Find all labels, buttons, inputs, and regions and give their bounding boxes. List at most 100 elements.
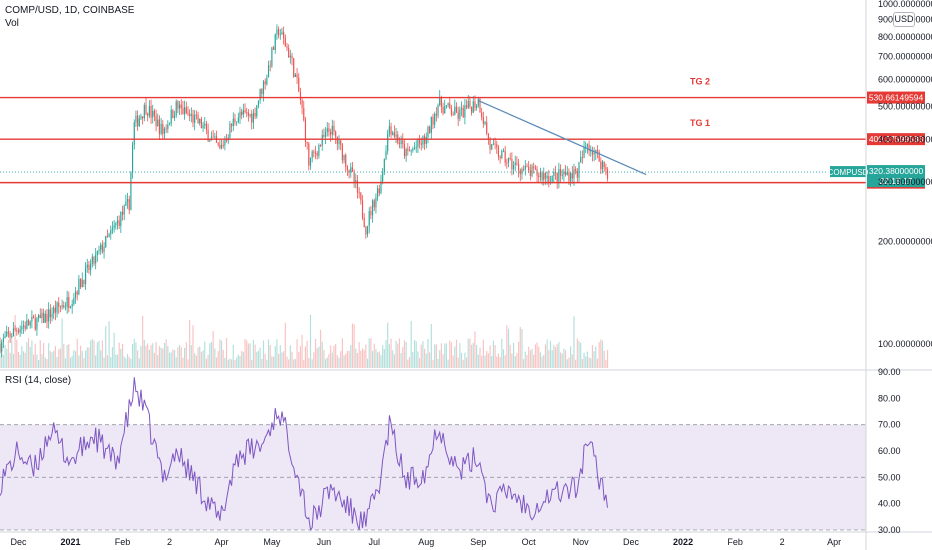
volume-bar (387, 322, 389, 368)
volume-bar (415, 341, 417, 368)
candle-body (356, 180, 359, 193)
volume-bar (210, 341, 213, 368)
price-tick-label: 800.00000000 (878, 32, 932, 42)
volume-bar (199, 346, 201, 368)
candle-body (338, 140, 340, 144)
candle-body (262, 81, 265, 95)
candle-body (61, 305, 63, 308)
volume-bar (457, 357, 459, 368)
currency-badge[interactable]: USD (893, 12, 915, 27)
volume-bar (378, 351, 380, 368)
candle-body (333, 125, 335, 132)
volume-bar (22, 351, 25, 368)
volume-bar (335, 343, 337, 368)
volume-bar (373, 343, 375, 368)
volume-bar (524, 351, 526, 368)
candle-body (606, 169, 609, 179)
candle-body (306, 141, 308, 144)
candle-body (559, 169, 562, 176)
candle-body (449, 103, 451, 109)
descending-trendline (478, 99, 647, 176)
volume-bar (272, 356, 275, 368)
candle-body (319, 145, 322, 146)
candle-body (365, 226, 367, 235)
volume-bar (308, 357, 310, 368)
candle-body (66, 297, 68, 307)
candle-body (160, 124, 162, 134)
time-tick-label: Feb (115, 537, 131, 547)
volume-bar (311, 359, 313, 368)
volume-bar (393, 354, 395, 368)
candle-body (225, 140, 228, 141)
candle-body (2, 338, 4, 342)
volume-bar (465, 357, 468, 368)
volume-bar (93, 340, 95, 368)
volume-bar (160, 347, 162, 368)
volume-bar (351, 323, 354, 368)
candle-body (519, 170, 521, 175)
volume-bar (583, 352, 585, 368)
candle-body (125, 201, 127, 206)
volume-bar (261, 359, 263, 368)
volume-bar (358, 342, 360, 368)
volume-bar (225, 338, 228, 368)
volume-bar (422, 341, 424, 368)
candle-body (313, 151, 315, 153)
volume-bar (590, 358, 592, 368)
volume-bar (147, 343, 149, 368)
volume-bar (558, 341, 560, 368)
volume-bar (509, 344, 511, 368)
volume-bar (63, 344, 65, 368)
volume-bar (314, 338, 317, 368)
candle-body (130, 172, 132, 211)
volume-bar (356, 352, 359, 368)
price-tick-label: 500.00000000 (878, 101, 932, 111)
candle-body (486, 122, 488, 134)
candle-body (585, 146, 587, 148)
volume-bar (561, 353, 563, 368)
volume-bar (137, 350, 139, 368)
volume-bar (227, 359, 229, 368)
candle-body (494, 143, 496, 145)
volume-bar (432, 359, 434, 368)
candle-body (165, 128, 167, 130)
candle-body (24, 325, 26, 329)
candle-body (507, 157, 510, 163)
volume-bar (388, 344, 390, 368)
candle-body (259, 88, 261, 101)
volume-bar (501, 338, 503, 368)
candle-body (484, 122, 486, 124)
candle-body (405, 149, 407, 157)
volume-bar (95, 355, 97, 368)
candle-body (501, 150, 503, 158)
candle-body (395, 134, 397, 137)
candle-body (91, 256, 93, 264)
volume-bar (163, 343, 166, 368)
candle-body (496, 144, 498, 148)
candle-body (377, 188, 379, 198)
candle-body (261, 88, 263, 95)
volume-bar (321, 341, 323, 368)
volume-bar (278, 353, 280, 368)
candle-body (222, 145, 224, 146)
volume-bar (21, 346, 23, 368)
candle-body (11, 336, 13, 337)
candle-body (21, 326, 23, 330)
volume-bar (385, 340, 387, 368)
volume-bar (534, 344, 536, 368)
level-tag-bg (867, 91, 925, 104)
volume-bar (140, 345, 142, 368)
volume-bar (346, 350, 348, 368)
volume-bar (293, 359, 295, 368)
candle-body (435, 113, 437, 116)
volume-bar (544, 344, 547, 368)
volume-bar (76, 338, 78, 368)
candle-body (523, 169, 525, 170)
candle-body (437, 105, 439, 116)
candle-body (9, 333, 11, 337)
level-label: TG 2 (690, 77, 710, 87)
volume-bar (326, 357, 328, 368)
volume-bar (333, 345, 335, 368)
